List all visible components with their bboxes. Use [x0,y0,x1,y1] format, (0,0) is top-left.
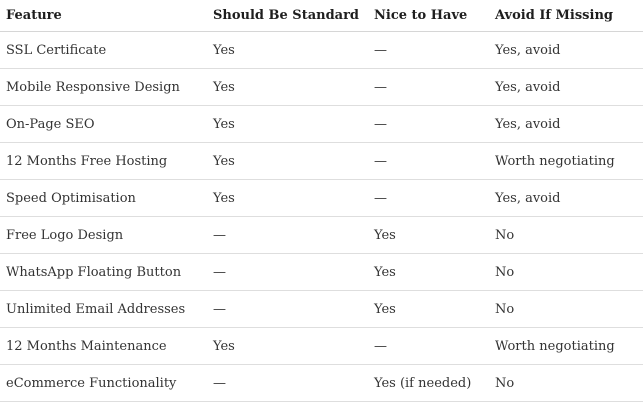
cell-feature: Unlimited Email Addresses [0,290,207,328]
table-row: SSL Certificate Yes — Yes, avoid [0,31,643,69]
table-body: SSL Certificate Yes — Yes, avoid Mobile … [0,31,643,402]
header-row: Feature Should Be Standard Nice to Have … [0,0,643,32]
cell-feature: Mobile Responsive Design [0,68,207,106]
cell-should-be-standard: — [207,290,368,328]
cell-feature: 12 Months Free Hosting [0,142,207,180]
cell-should-be-standard: Yes [207,105,368,143]
cell-should-be-standard: Yes [207,179,368,217]
cell-avoid-if-missing: No [489,290,643,328]
table-row: Speed Optimisation Yes — Yes, avoid [0,179,643,217]
table-row: Mobile Responsive Design Yes — Yes, avoi… [0,68,643,106]
cell-nice-to-have: Yes (if needed) [368,364,489,402]
header-avoid-if-missing: Avoid If Missing [489,0,643,32]
table-row: 12 Months Free Hosting Yes — Worth negot… [0,142,643,180]
cell-avoid-if-missing: Yes, avoid [489,179,643,217]
header-feature: Feature [0,0,207,32]
cell-avoid-if-missing: Worth negotiating [489,327,643,365]
cell-feature: Free Logo Design [0,216,207,254]
cell-should-be-standard: Yes [207,327,368,365]
cell-nice-to-have: — [368,327,489,365]
table-row: Free Logo Design — Yes No [0,216,643,254]
cell-avoid-if-missing: Worth negotiating [489,142,643,180]
cell-nice-to-have: — [368,105,489,143]
table-row: 12 Months Maintenance Yes — Worth negoti… [0,327,643,365]
table-header: Feature Should Be Standard Nice to Have … [0,0,643,32]
cell-nice-to-have: — [368,142,489,180]
cell-avoid-if-missing: No [489,253,643,291]
cell-should-be-standard: — [207,253,368,291]
cell-feature: Speed Optimisation [0,179,207,217]
cell-should-be-standard: Yes [207,31,368,69]
cell-should-be-standard: Yes [207,142,368,180]
table-row: On-Page SEO Yes — Yes, avoid [0,105,643,143]
cell-feature: SSL Certificate [0,31,207,69]
cell-feature: WhatsApp Floating Button [0,253,207,291]
table-row: eCommerce Functionality — Yes (if needed… [0,364,643,402]
cell-nice-to-have: Yes [368,290,489,328]
cell-should-be-standard: Yes [207,68,368,106]
header-nice-to-have: Nice to Have [368,0,489,32]
table-row: WhatsApp Floating Button — Yes No [0,253,643,291]
cell-nice-to-have: — [368,68,489,106]
cell-avoid-if-missing: Yes, avoid [489,68,643,106]
cell-should-be-standard: — [207,364,368,402]
cell-avoid-if-missing: No [489,364,643,402]
cell-nice-to-have: Yes [368,253,489,291]
header-should-be-standard: Should Be Standard [207,0,368,32]
cell-should-be-standard: — [207,216,368,254]
cell-avoid-if-missing: No [489,216,643,254]
cell-nice-to-have: — [368,179,489,217]
cell-feature: 12 Months Maintenance [0,327,207,365]
cell-nice-to-have: Yes [368,216,489,254]
cell-avoid-if-missing: Yes, avoid [489,31,643,69]
table-row: Unlimited Email Addresses — Yes No [0,290,643,328]
cell-nice-to-have: — [368,31,489,69]
cell-avoid-if-missing: Yes, avoid [489,105,643,143]
cell-feature: On-Page SEO [0,105,207,143]
cell-feature: eCommerce Functionality [0,364,207,402]
